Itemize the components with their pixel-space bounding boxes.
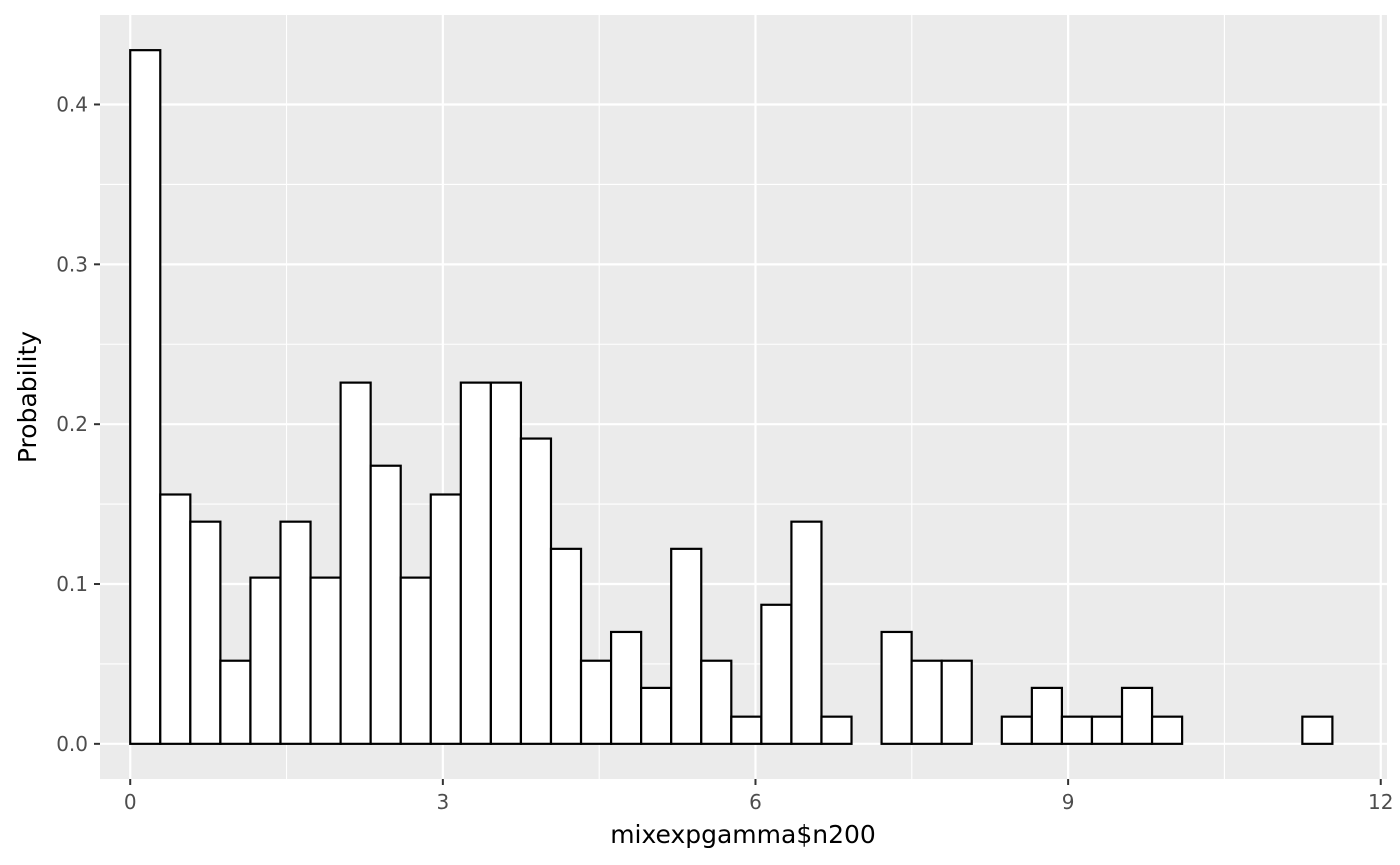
histogram-bar xyxy=(640,686,673,745)
histogram-bar xyxy=(760,603,793,745)
histogram-bar xyxy=(1150,715,1184,745)
histogram-bar xyxy=(489,381,523,745)
histogram-bar xyxy=(609,630,643,745)
y-axis: 0.0 0.1 0.2 0.3 0.4 xyxy=(56,93,100,756)
histogram-bar xyxy=(1120,686,1154,745)
histogram-bar xyxy=(309,576,342,745)
x-axis: 0 3 6 9 12 xyxy=(124,779,1393,814)
x-tick-label: 9 xyxy=(1062,790,1075,814)
y-tick-label: 0.4 xyxy=(56,93,88,117)
x-tick-label: 0 xyxy=(124,790,137,814)
histogram-bar xyxy=(1060,715,1094,745)
x-axis-title: mixexpgamma$n200 xyxy=(610,820,876,849)
histogram-bar xyxy=(1090,715,1124,745)
histogram-bar xyxy=(1301,715,1334,745)
histogram-bar xyxy=(219,659,252,745)
histogram-bar xyxy=(910,659,943,745)
histogram-bar xyxy=(1000,715,1033,745)
histogram-bar xyxy=(730,715,763,745)
histogram-bar xyxy=(429,493,462,745)
y-tick-label: 0.0 xyxy=(56,732,88,756)
histogram-bar xyxy=(1030,686,1064,745)
histogram-bar xyxy=(279,520,312,745)
histogram-bar xyxy=(549,547,583,745)
histogram-bars xyxy=(129,49,1334,745)
x-tick-label: 3 xyxy=(436,790,449,814)
histogram-bar xyxy=(820,715,853,745)
histogram-bar xyxy=(519,437,553,745)
histogram-bar xyxy=(940,659,973,745)
x-tick-label: 6 xyxy=(749,790,762,814)
histogram-bar xyxy=(249,576,282,745)
histogram-bar xyxy=(459,381,492,745)
histogram-bar xyxy=(579,659,613,745)
x-tick-label: 12 xyxy=(1368,790,1393,814)
histogram-bar xyxy=(339,381,372,745)
histogram-bar xyxy=(369,464,402,745)
histogram-bar xyxy=(189,520,222,745)
y-tick-label: 0.2 xyxy=(56,412,88,436)
histogram-bar xyxy=(670,547,703,745)
y-tick-label: 0.1 xyxy=(56,572,88,596)
histogram-bar xyxy=(880,630,913,745)
y-axis-title: Probability xyxy=(13,331,42,463)
histogram-bar xyxy=(159,493,192,745)
histogram-bar xyxy=(790,520,823,745)
histogram-bar xyxy=(399,576,432,745)
y-tick-label: 0.3 xyxy=(56,252,88,276)
histogram-bar xyxy=(700,659,733,745)
histogram-bar xyxy=(129,49,162,745)
grid-minor xyxy=(100,15,1387,779)
